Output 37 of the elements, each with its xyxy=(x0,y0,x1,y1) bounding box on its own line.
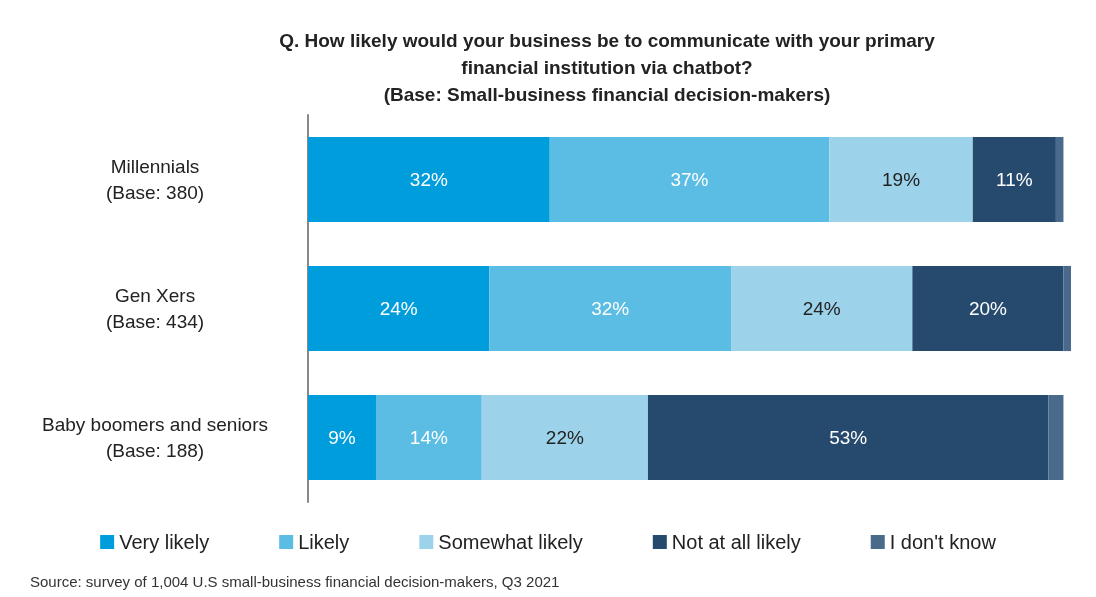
data-label: 24% xyxy=(379,298,418,319)
bar xyxy=(1063,265,1071,352)
bar xyxy=(308,136,550,223)
data-label: 53% xyxy=(829,427,868,448)
data-label: 14% xyxy=(409,427,448,448)
data-label: 32% xyxy=(591,298,630,319)
bar xyxy=(972,136,1056,223)
bar xyxy=(308,394,376,481)
bar xyxy=(647,394,1049,481)
data-label: 22% xyxy=(545,427,584,448)
y-tick-label: Gen Xers (Base: 434) xyxy=(105,285,205,332)
y-tick-label: Baby boomers and seniors (Base: 188) xyxy=(41,414,269,461)
data-label: 20% xyxy=(968,298,1008,319)
y-tick-label: Millennials (Base: 380) xyxy=(105,156,205,203)
bar xyxy=(829,136,973,223)
bar xyxy=(1055,136,1064,223)
data-label: 32% xyxy=(409,169,448,190)
source-note: Source: survey of 1,004 U.S small-business financial decision-makers, Q3 2021 xyxy=(30,573,560,590)
bar xyxy=(308,265,490,352)
bar xyxy=(489,265,732,352)
data-label: 9% xyxy=(328,427,356,448)
bar xyxy=(549,136,830,223)
legend-label: Likely xyxy=(298,531,350,553)
data-label: 19% xyxy=(882,169,921,190)
data-label: 24% xyxy=(802,298,841,319)
bar xyxy=(912,265,1064,352)
legend-label: Somewhat likely xyxy=(438,531,583,553)
legend-label: I don't know xyxy=(889,531,997,553)
bar xyxy=(1048,394,1064,481)
bar xyxy=(375,394,482,481)
bar xyxy=(731,265,913,352)
data-label: 11% xyxy=(996,169,1033,190)
legend-label: Not at all likely xyxy=(671,531,801,553)
chart-title: Q. How likely would your business be to communicate with your primary financial institution via chatbot? (Base: Small-business financial decision-makers) xyxy=(279,30,936,105)
data-label: 37% xyxy=(670,169,709,190)
bar xyxy=(481,394,648,481)
legend-label: Very likely xyxy=(119,531,210,553)
